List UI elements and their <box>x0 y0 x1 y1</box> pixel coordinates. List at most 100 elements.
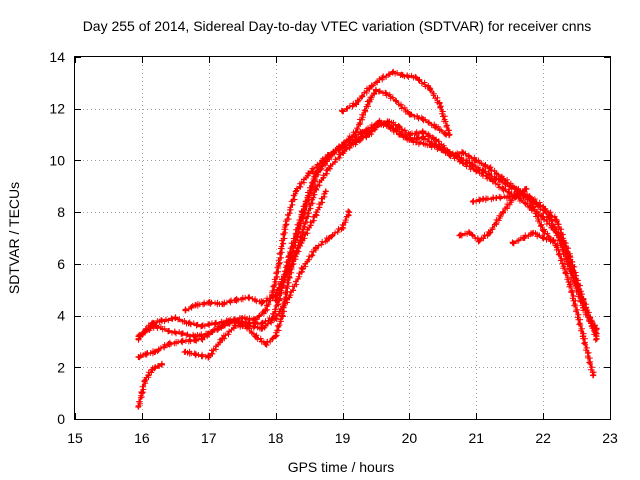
series-line <box>138 120 598 345</box>
data-point <box>500 185 506 192</box>
data-point <box>172 315 179 322</box>
data-point <box>219 335 226 342</box>
data-point <box>406 131 413 138</box>
data-point <box>476 237 483 244</box>
data-point <box>366 131 373 138</box>
data-point <box>312 172 319 179</box>
series-markers <box>135 120 600 343</box>
data-point <box>459 160 466 167</box>
data-point <box>145 372 152 379</box>
data-point <box>413 74 420 81</box>
data-point <box>510 240 517 247</box>
x-tick-label: 17 <box>201 430 217 446</box>
data-point <box>262 341 269 348</box>
data-point <box>433 136 440 143</box>
y-tick-label: 12 <box>49 101 65 117</box>
data-point <box>550 237 557 244</box>
plot-frame <box>74 56 611 420</box>
data-point <box>473 167 480 174</box>
data-point <box>419 116 426 123</box>
data-point <box>192 302 199 309</box>
series-track-8 <box>272 188 329 304</box>
data-point <box>326 165 333 172</box>
data-point <box>245 294 252 301</box>
data-point <box>182 348 189 355</box>
data-point <box>312 211 319 218</box>
data-point <box>165 328 172 335</box>
data-point <box>135 333 142 340</box>
data-point <box>135 403 142 410</box>
data-point <box>286 266 292 273</box>
data-point <box>286 294 292 301</box>
series-track-5 <box>338 68 453 139</box>
data-point <box>566 266 573 273</box>
data-point <box>406 110 413 117</box>
data-point <box>346 209 353 216</box>
data-point <box>506 193 513 200</box>
y-tick-labels: 0 2 4 6 8 10 12 14 <box>49 49 65 427</box>
data-point <box>205 353 212 360</box>
data-point <box>406 136 413 143</box>
y-tick-label: 8 <box>57 204 65 220</box>
data-point <box>386 123 393 130</box>
data-point <box>275 260 282 267</box>
data-point <box>540 203 547 210</box>
data-point <box>339 141 346 148</box>
data-point <box>182 307 189 314</box>
series-line <box>138 120 598 358</box>
data-point <box>540 214 547 221</box>
data-point <box>493 194 500 201</box>
series-markers <box>182 86 448 313</box>
data-point <box>466 229 473 236</box>
data-point <box>312 185 319 192</box>
data-point <box>419 128 426 135</box>
data-point <box>393 97 399 104</box>
data-point <box>376 121 383 128</box>
data-point <box>366 97 373 104</box>
x-tick-label: 20 <box>402 430 418 446</box>
data-point <box>219 300 226 307</box>
y-tick-label: 0 <box>57 411 65 427</box>
y-axis-title: SDTVAR / TECUs <box>6 182 22 294</box>
data-point <box>142 328 149 335</box>
data-point <box>396 123 403 130</box>
data-point <box>436 100 443 107</box>
data-point <box>259 320 266 327</box>
series-track-1 <box>135 120 600 343</box>
data-point <box>179 338 185 345</box>
data-point <box>486 229 493 236</box>
data-point <box>339 149 346 156</box>
data-point <box>299 237 306 244</box>
data-point <box>306 170 313 177</box>
data-point <box>469 198 476 205</box>
data-point <box>540 227 547 234</box>
x-tick-label: 15 <box>67 430 83 446</box>
data-point <box>199 322 206 329</box>
data-point <box>279 312 286 319</box>
data-point <box>386 118 393 125</box>
data-point <box>593 335 600 342</box>
data-point <box>413 139 420 146</box>
data-point <box>553 216 560 223</box>
data-point <box>322 188 329 195</box>
data-point <box>299 266 306 273</box>
data-point <box>252 333 259 340</box>
x-axis-title: GPS time / hours <box>288 459 395 475</box>
data-point <box>292 188 299 195</box>
data-point <box>205 330 212 337</box>
data-point <box>232 317 239 324</box>
data-point <box>339 224 346 231</box>
y-tick-label: 10 <box>49 152 65 168</box>
data-point <box>553 242 560 249</box>
data-point <box>138 390 145 397</box>
series-track-6 <box>181 208 353 361</box>
y-tick-label: 6 <box>57 256 65 272</box>
data-point <box>142 377 149 384</box>
x-tick-label: 22 <box>535 430 551 446</box>
data-point <box>212 320 219 327</box>
data-point <box>339 108 346 115</box>
data-point <box>486 175 493 182</box>
series-track-7 <box>135 360 165 410</box>
x-tick-label: 21 <box>468 430 484 446</box>
data-point <box>299 214 306 221</box>
